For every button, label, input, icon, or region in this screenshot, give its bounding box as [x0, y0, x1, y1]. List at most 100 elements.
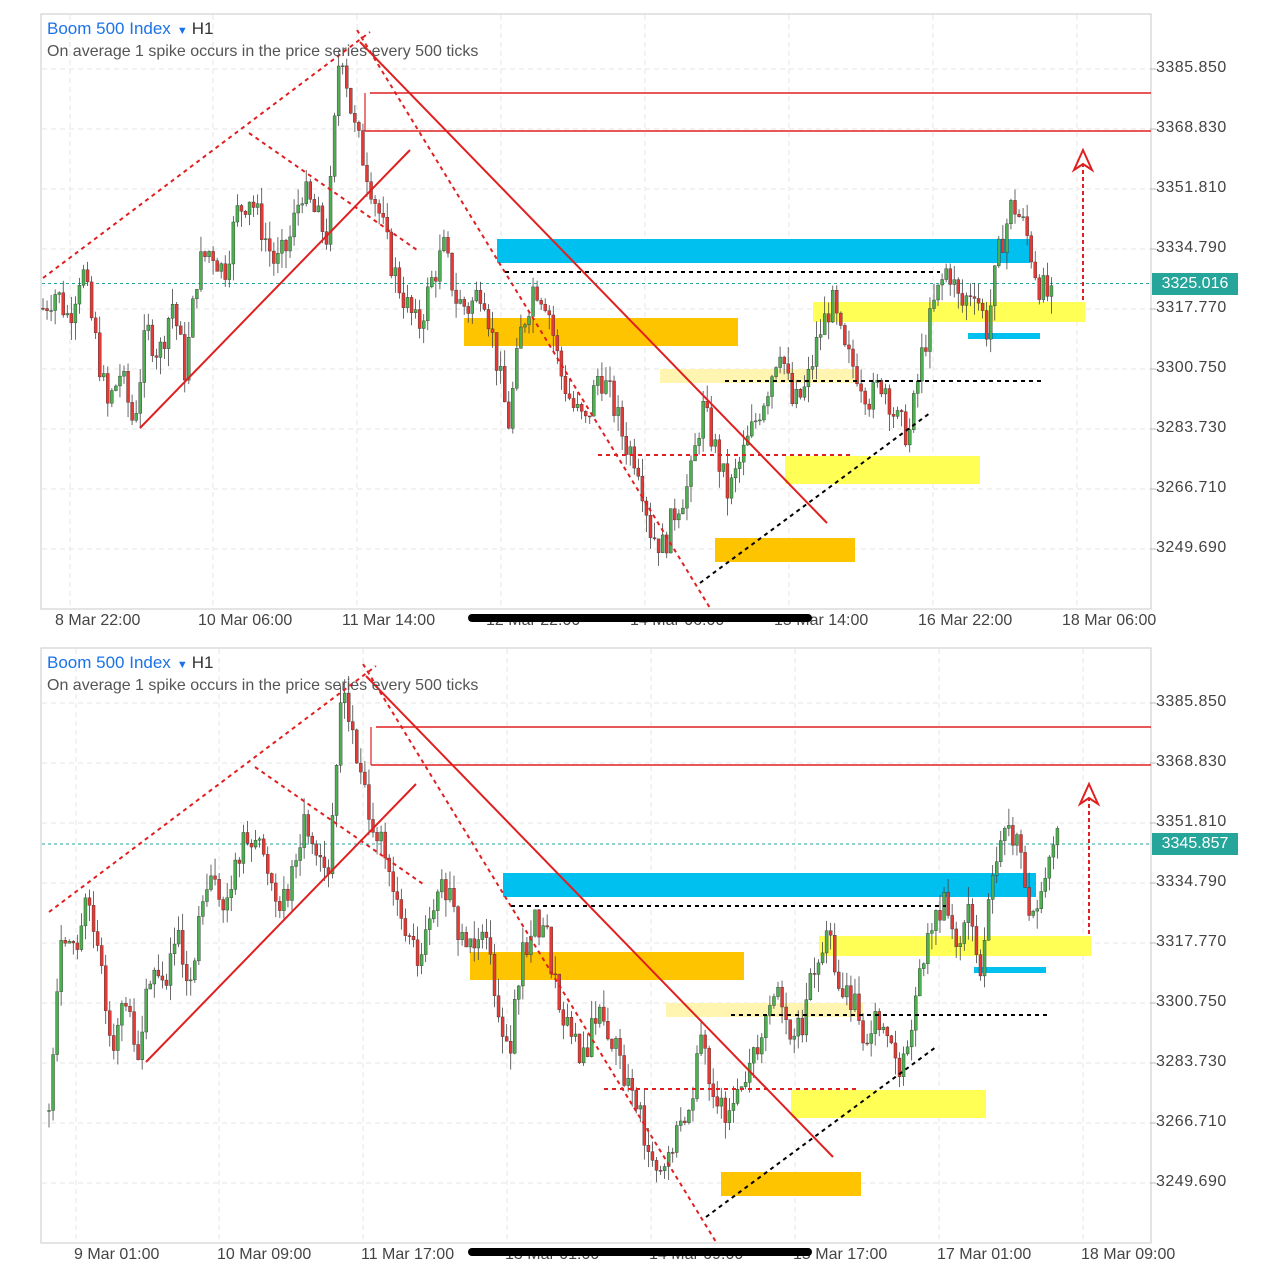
candle-body [968, 295, 973, 297]
candle-body [409, 297, 414, 313]
candle-body [118, 375, 122, 387]
candle-body [851, 348, 855, 367]
chart-subtitle: On average 1 spike occurs in the price s… [47, 677, 479, 694]
candle-body [110, 390, 114, 404]
candle-body [83, 897, 88, 927]
candle-body [440, 879, 444, 893]
candle-body [986, 899, 991, 941]
candle-body [656, 538, 661, 553]
dropdown-caret-icon[interactable]: ▼ [176, 659, 188, 671]
candle-body [638, 1105, 642, 1110]
x-tick-label: 18 Mar 09:00 [1081, 1246, 1176, 1263]
candle-body [800, 1017, 804, 1036]
candle-body [482, 303, 487, 310]
candle-body [715, 1096, 719, 1107]
timeline-scrollbar[interactable] [468, 1248, 812, 1256]
candle-body [195, 289, 199, 299]
candle-body [486, 309, 491, 330]
candle-body [529, 935, 533, 955]
x-tick-label: 10 Mar 09:00 [217, 1246, 312, 1263]
y-tick-label: 3300.750 [1156, 993, 1227, 1010]
candle-body [780, 987, 784, 1008]
candle-body [1033, 261, 1037, 279]
y-tick-label: 3351.810 [1156, 179, 1227, 196]
candle-body [861, 1020, 865, 1044]
candle-body [993, 265, 997, 307]
chart-canvas[interactable] [0, 634, 1280, 1268]
candle-body [264, 238, 268, 240]
candle-body [260, 203, 264, 240]
candle-body [954, 928, 958, 947]
candle-body [553, 973, 557, 976]
candle-body [67, 941, 71, 944]
candle-body [292, 212, 296, 238]
candle-body [847, 344, 851, 350]
candle-body [69, 313, 74, 324]
candle-body [97, 332, 102, 378]
timeframe-label[interactable]: H1 [191, 653, 214, 672]
candle-body [377, 203, 381, 214]
candle-body [863, 390, 867, 405]
candle-body [1019, 834, 1023, 853]
channel-lower-dotted [356, 29, 711, 609]
candle-body [428, 918, 432, 930]
candle-body [662, 1166, 667, 1171]
candle-body [926, 933, 930, 964]
candle-body [381, 213, 385, 218]
y-tick-label: 3351.810 [1156, 813, 1227, 830]
candle-body [209, 875, 213, 890]
demand-zone [715, 538, 855, 562]
candle-body [1017, 213, 1021, 217]
candle-body [393, 267, 398, 277]
candle-body [575, 403, 580, 408]
candle-body [956, 279, 960, 294]
candle-body [820, 952, 825, 964]
candle-body [1003, 828, 1007, 841]
candle-body [679, 1120, 683, 1126]
candle-body [419, 954, 424, 966]
timeline-scrollbar[interactable] [468, 614, 812, 622]
candle-body [448, 888, 452, 901]
candle-body [871, 382, 875, 410]
candle-body [903, 411, 908, 446]
candle-body [869, 1033, 873, 1044]
candle-body [675, 1125, 679, 1153]
candle-body [87, 897, 92, 906]
candle-body [786, 363, 790, 374]
y-tick-label: 3385.850 [1156, 693, 1227, 710]
chart-panel-bottom[interactable]: Boom 500 Index ▼ H1 On average 1 spike occ… [0, 634, 1280, 1268]
candle-body [391, 871, 395, 892]
current-price-tag: 3325.016 [1152, 273, 1238, 295]
candle-body [401, 292, 406, 308]
candle-body [995, 861, 999, 876]
candle-body [128, 1005, 132, 1012]
candle-body [989, 305, 993, 340]
candle-body [316, 205, 321, 213]
candle-body [705, 401, 709, 409]
candle-body [924, 347, 928, 352]
candle-body [703, 1034, 707, 1049]
candle-body [148, 983, 152, 990]
y-tick-label: 3368.830 [1156, 753, 1227, 770]
candle-body [298, 847, 302, 861]
candle-body [760, 1037, 764, 1055]
candle-body [521, 942, 525, 987]
candle-body [585, 1047, 590, 1057]
chart-panel-top[interactable]: Boom 500 Index ▼ H1 On average 1 spike occ… [0, 0, 1280, 634]
candle-body [920, 347, 924, 382]
candle-body [423, 929, 428, 955]
candle-body [922, 963, 926, 969]
dropdown-caret-icon[interactable]: ▼ [176, 25, 188, 37]
candle-body [837, 971, 841, 989]
candle-body [203, 251, 207, 257]
timeframe-label[interactable]: H1 [191, 19, 214, 38]
candle-body [490, 328, 495, 333]
demand-zone [813, 302, 1085, 322]
candle-body [126, 371, 130, 403]
chart-canvas[interactable] [0, 0, 1280, 634]
symbol-selector[interactable]: Boom 500 Index [47, 19, 171, 38]
candle-body [304, 181, 308, 204]
symbol-selector[interactable]: Boom 500 Index [47, 653, 171, 672]
candle-body [450, 252, 454, 291]
candle-body [268, 238, 272, 252]
